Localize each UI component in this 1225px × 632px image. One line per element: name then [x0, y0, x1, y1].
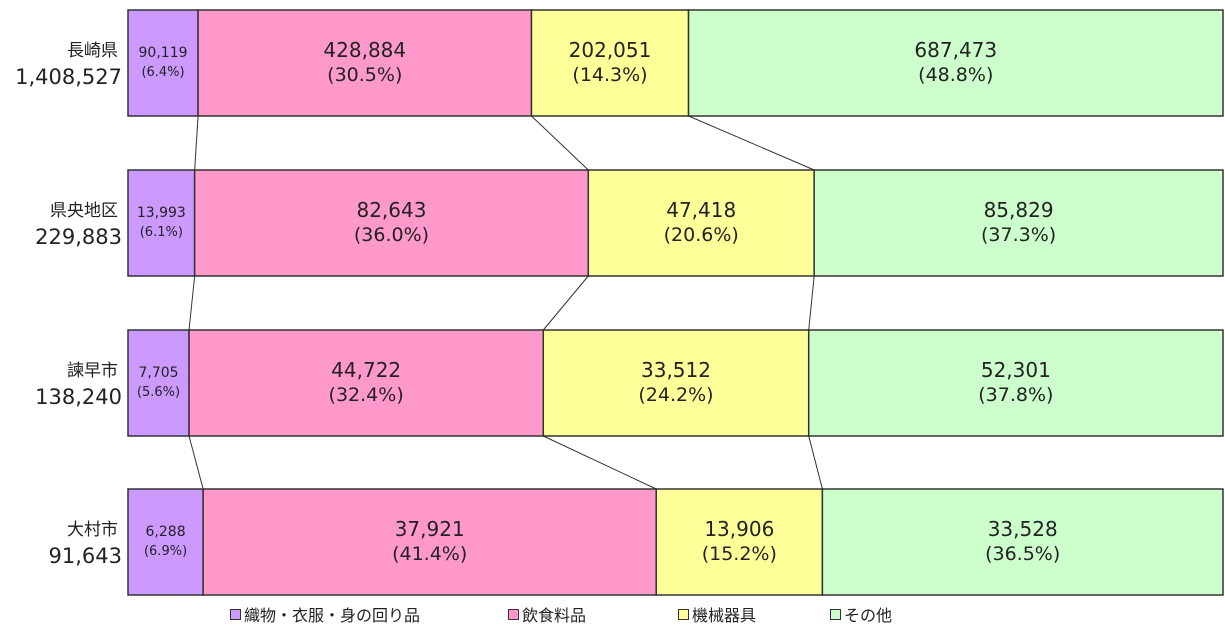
bar-segment-other [807, 329, 1224, 437]
value-label-other: 33,528 [988, 517, 1058, 541]
value-label-food: 428,884 [323, 38, 406, 62]
percent-label-other: (36.5%) [985, 543, 1060, 565]
legend-item-other: その他 [830, 602, 892, 626]
bar-segment-machinery [587, 169, 815, 277]
bar-segment-other [813, 169, 1224, 277]
percent-label-textiles: (5.6%) [137, 385, 180, 400]
percent-label-food: (41.4%) [392, 543, 467, 565]
connector-line-1-2 [542, 275, 589, 331]
bar-segment-machinery [655, 488, 824, 596]
bar-segment-machinery [542, 329, 810, 437]
percent-label-other: (37.8%) [978, 384, 1053, 406]
row-total-label: 138,240 [35, 385, 122, 409]
row-name-label: 諫早市 [67, 361, 118, 381]
connector-line-2-1 [188, 435, 204, 490]
legend-swatch-other [830, 608, 841, 620]
connector-line-0-3 [688, 115, 815, 171]
bar-segment-textiles [127, 488, 204, 596]
connector-line-1-3 [808, 275, 815, 331]
bar-segment-textiles [127, 329, 190, 437]
value-label-food: 44,722 [331, 358, 401, 382]
connector-line-2-2 [543, 435, 657, 490]
row-name-label: 長崎県 [67, 41, 118, 61]
connector-line-0-1 [194, 115, 199, 171]
legend-item-food: 飲食料品 [508, 602, 586, 626]
percent-label-other: (37.3%) [981, 224, 1056, 246]
value-label-food: 37,921 [395, 517, 465, 541]
row-name-label: 県央地区 [50, 201, 118, 221]
legend-item-machinery: 機械器具 [678, 602, 756, 626]
value-label-machinery: 13,906 [704, 517, 774, 541]
percent-label-other: (48.8%) [918, 64, 993, 86]
legend: 織物・衣服・身の回り品 飲食料品 機械器具 その他 [230, 602, 1130, 628]
legend-label-other: その他 [844, 606, 893, 625]
row-total-label: 229,883 [35, 225, 122, 249]
value-label-textiles: 6,288 [146, 524, 186, 540]
percent-label-textiles: (6.1%) [140, 225, 183, 240]
percent-label-textiles: (6.4%) [141, 65, 184, 80]
legend-swatch-textiles [230, 608, 241, 620]
value-label-machinery: 33,512 [641, 358, 711, 382]
bar-segment-textiles [127, 9, 199, 117]
percent-label-food: (32.4%) [329, 384, 404, 406]
value-label-other: 687,473 [914, 38, 997, 62]
connector-line-0-2 [531, 115, 589, 171]
percent-label-food: (30.5%) [327, 64, 402, 86]
bar-segment-food [193, 169, 590, 277]
row-total-label: 1,408,527 [15, 65, 122, 89]
stacked-bar-chart: 長崎県 1,408,527 90,119 (6.4%) 428,884(30.5%) 20… [15, 9, 1224, 596]
value-label-other: 52,301 [981, 358, 1051, 382]
bar-segment-food [202, 488, 657, 596]
row-total-label: 91,643 [49, 544, 122, 568]
row-name-label: 大村市 [67, 520, 118, 540]
percent-label-machinery: (20.6%) [664, 224, 739, 246]
connector-line-1-1 [188, 275, 196, 331]
bar-segment-machinery [530, 9, 690, 117]
percent-label-textiles: (6.9%) [144, 544, 187, 559]
bar-segment-food [188, 329, 545, 437]
bar-segment-food [197, 9, 533, 117]
legend-label-machinery: 機械器具 [692, 606, 757, 625]
percent-label-machinery: (14.3%) [572, 64, 647, 86]
legend-swatch-machinery [678, 608, 689, 620]
legend-item-textiles: 織物・衣服・身の回り品 [230, 602, 420, 626]
legend-label-textiles: 織物・衣服・身の回り品 [244, 606, 421, 625]
legend-label-food: 飲食料品 [522, 606, 587, 625]
value-label-textiles: 90,119 [139, 45, 188, 61]
connector-line-2-3 [808, 435, 823, 490]
value-label-textiles: 13,993 [137, 205, 186, 221]
value-label-other: 85,829 [984, 198, 1054, 222]
value-label-textiles: 7,705 [138, 365, 178, 381]
bar-segment-textiles [127, 169, 196, 277]
percent-label-food: (36.0%) [354, 224, 429, 246]
legend-swatch-food [508, 608, 519, 620]
value-label-machinery: 202,051 [569, 38, 652, 62]
value-label-machinery: 47,418 [666, 198, 736, 222]
value-label-food: 82,643 [356, 198, 426, 222]
bar-segment-other [687, 9, 1224, 117]
percent-label-machinery: (15.2%) [702, 543, 777, 565]
percent-label-machinery: (24.2%) [638, 384, 713, 406]
bar-segment-other [821, 488, 1224, 596]
